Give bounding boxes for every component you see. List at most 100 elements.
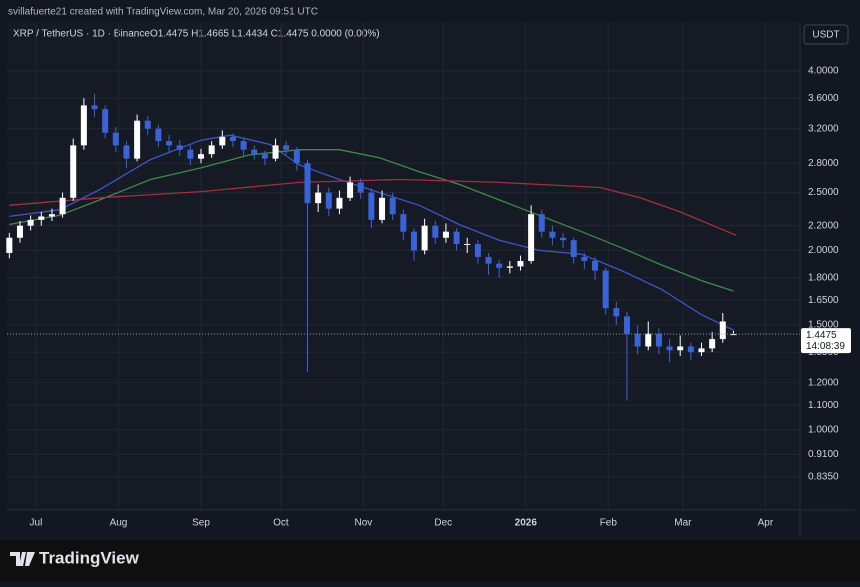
candle-body [368,192,375,220]
candle-body [464,243,471,245]
credit: svillafuerte21 created with TradingView.… [8,7,318,18]
candle-body [176,145,183,150]
x-tick-label: Feb [600,518,618,529]
brand: TradingView [39,548,140,567]
candle-body [506,266,513,268]
countdown: 14:08:39 [806,341,845,352]
candle-body [570,240,577,257]
y-tick-label: 0.8350 [808,471,839,482]
logo-mark [10,552,35,566]
candle-body [432,225,439,238]
y-tick-label: 0.9100 [808,449,839,460]
x-tick-label: Sep [192,518,210,529]
candle-body [198,154,205,159]
candle-body [6,237,13,253]
candle-body [112,132,119,146]
candle-body [698,348,705,353]
candle-body [421,225,428,251]
candle-body [283,145,290,150]
candle-body [91,105,98,110]
y-tick-label: 1.6500 [808,295,839,306]
candle-body [602,270,609,309]
candle-body [347,182,354,198]
candle-body [251,149,258,155]
candle-body [304,163,311,204]
y-tick-label: 2.5000 [808,187,839,198]
candle-body [442,231,449,238]
candle-body [592,260,599,271]
candle-body [134,120,141,159]
candle-body [16,225,23,238]
candle-body [59,197,66,215]
candle-body [70,145,77,198]
candle-body [123,145,130,159]
y-tick-label: 2.0000 [808,245,839,256]
candle-body [453,231,460,244]
moving-average [9,178,737,236]
candle-body [208,145,215,155]
candle-body [474,243,481,257]
y-tick-label: 3.6000 [808,93,839,104]
currency-box[interactable] [803,24,849,45]
x-tick-label: Oct [273,518,289,529]
pane [7,22,800,510]
candle-body [549,231,556,238]
candle-body [379,197,386,220]
candle-body [27,219,34,226]
candle-body [485,256,492,264]
x-tick-label: Aug [110,518,128,529]
candle-body [229,136,236,142]
candle-body [709,339,716,349]
moving-average [9,134,734,331]
candle-body [623,316,630,334]
candle-body [581,256,588,261]
candle-body [666,346,673,351]
footer-bar [0,540,860,582]
candle-body [560,237,567,241]
moving-average [9,149,734,292]
candle-body [336,197,343,209]
candle-body [655,333,662,347]
y-tick-label: 3.2000 [808,123,839,134]
y-tick-label: 2.2000 [808,220,839,231]
candle-body [272,145,279,159]
x-tick-label: Jul [30,518,43,529]
candle-body [410,231,417,251]
candle-body [315,192,322,204]
x-tick-label: Dec [434,518,452,529]
candle-body [261,154,268,159]
candle-body [155,128,162,142]
last-price-label: 1.4475 [806,330,837,341]
y-tick-label: 4.0000 [808,66,839,77]
candle-body [102,109,109,133]
candle-body [517,260,524,267]
candle-body [538,214,545,232]
candle-body [677,346,684,351]
candle-body [144,120,151,129]
candle-body [400,214,407,232]
price-label-box [801,328,851,354]
candle-body [634,333,641,347]
candle-body [528,214,535,261]
candle-body [38,216,45,220]
candle-body [719,321,726,340]
candle-body [80,105,87,146]
candle-body [496,263,503,268]
y-tick-label: 1.5000 [808,320,839,331]
y-tick-label: 2.8000 [808,158,839,169]
currency[interactable]: USDT [812,30,839,41]
candle-body [389,197,396,215]
y-tick-label: 1.1000 [808,400,839,411]
ohlc: O1.4475 H1.4665 L1.4434 C1.4475 0.0000 (… [150,29,380,40]
candle-body [687,346,694,353]
y-tick-label: 1.8000 [808,272,839,283]
candle-body [357,182,364,193]
candle-body [240,141,247,150]
x-tick-label: 2026 [515,518,538,529]
logo: TradingView [10,548,140,567]
x-tick-label: Nov [355,518,373,529]
candle-body [293,149,300,164]
x-tick-label: Mar [674,518,692,529]
candle-body [166,141,173,146]
